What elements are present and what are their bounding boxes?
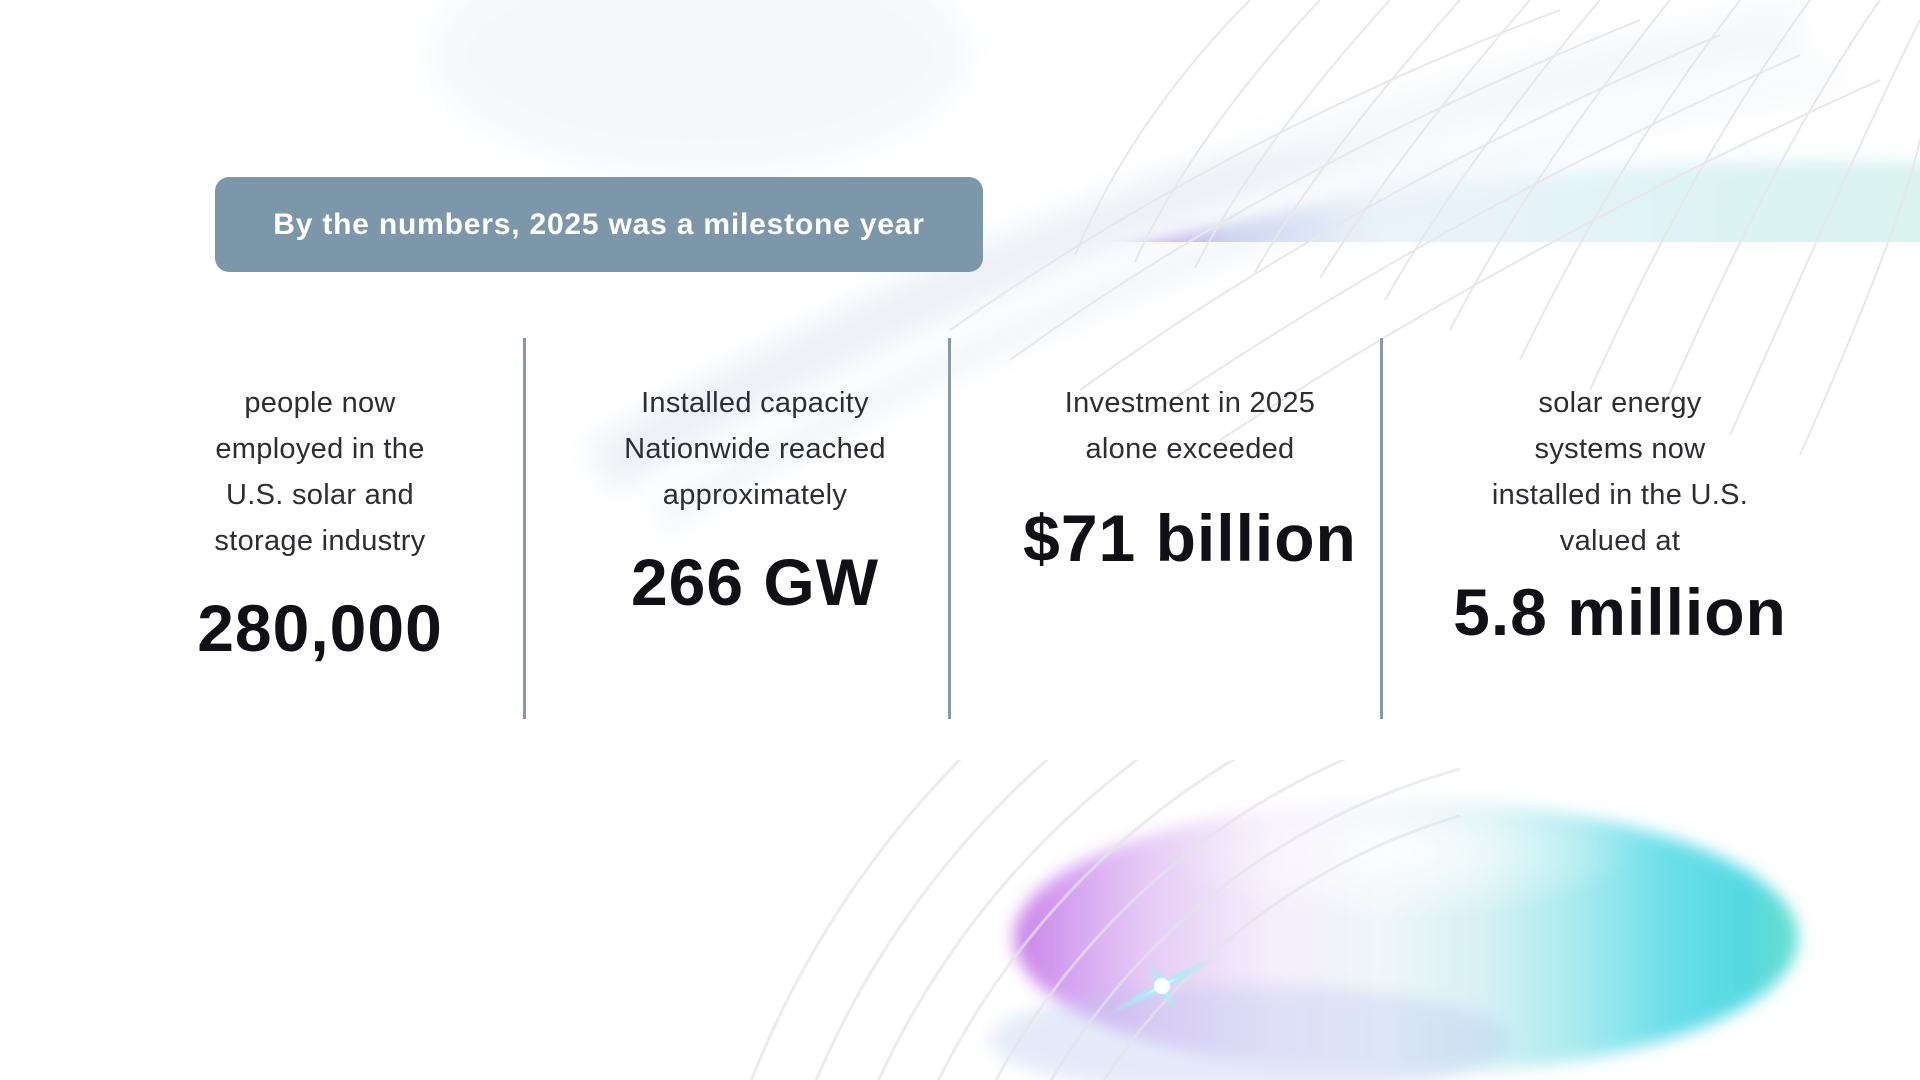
- slide-title: By the numbers, 2025 was a milestone yea…: [273, 207, 925, 241]
- stat-description: Investment in 2025 alone exceeded: [1000, 380, 1380, 472]
- stat-value-investment: $71 billion: [1023, 501, 1357, 575]
- stat-description-line: Investment in 2025: [1064, 387, 1316, 419]
- top-left-wash: [430, 0, 970, 175]
- stat-description-line: installed in the U.S.: [1491, 479, 1749, 511]
- stat-value-systems: 5.8 million: [1453, 575, 1787, 649]
- stat-description-line: systems now: [1534, 433, 1706, 465]
- stat-description-line: solar energy: [1538, 387, 1702, 419]
- strand-lines: [949, 9, 1881, 441]
- stat-description-line: alone exceeded: [1085, 433, 1295, 465]
- stat-description-line: approximately: [662, 479, 848, 511]
- stat-description-line: Installed capacity: [641, 387, 869, 419]
- stat-description: Installed capacity Nationwide reached ap…: [565, 380, 945, 518]
- title-badge: By the numbers, 2025 was a milestone yea…: [215, 177, 983, 272]
- stat-value-capacity: 266 GW: [630, 545, 880, 619]
- stat-description-line: valued at: [1559, 525, 1681, 557]
- sparkle-glint: [1107, 956, 1217, 1016]
- stat-description-line: Nationwide reached: [624, 433, 886, 465]
- column-divider-3: [1380, 338, 1383, 719]
- stat-column-employment: people now employed in the U.S. solar an…: [130, 380, 510, 666]
- column-divider-1: [523, 338, 526, 719]
- column-divider-2: [948, 338, 951, 719]
- stat-column-capacity: Installed capacity Nationwide reached ap…: [565, 380, 945, 620]
- stat-description: people now employed in the U.S. solar an…: [130, 380, 510, 564]
- stat-description-line: employed in the: [215, 433, 425, 465]
- stat-description: solar energy systems now installed in th…: [1430, 380, 1810, 564]
- stat-column-investment: Investment in 2025 alone exceeded $71 bi…: [1000, 380, 1380, 576]
- curtain-lines: [1074, 0, 1920, 456]
- stat-column-systems: solar energy systems now installed in th…: [1430, 380, 1810, 650]
- stat-value-employment: 280,000: [197, 591, 443, 665]
- stat-description-line: storage industry: [214, 525, 426, 557]
- bottom-blob: [990, 782, 1798, 1080]
- stat-description-line: people now: [244, 387, 396, 419]
- stat-description-line: U.S. solar and: [226, 479, 414, 511]
